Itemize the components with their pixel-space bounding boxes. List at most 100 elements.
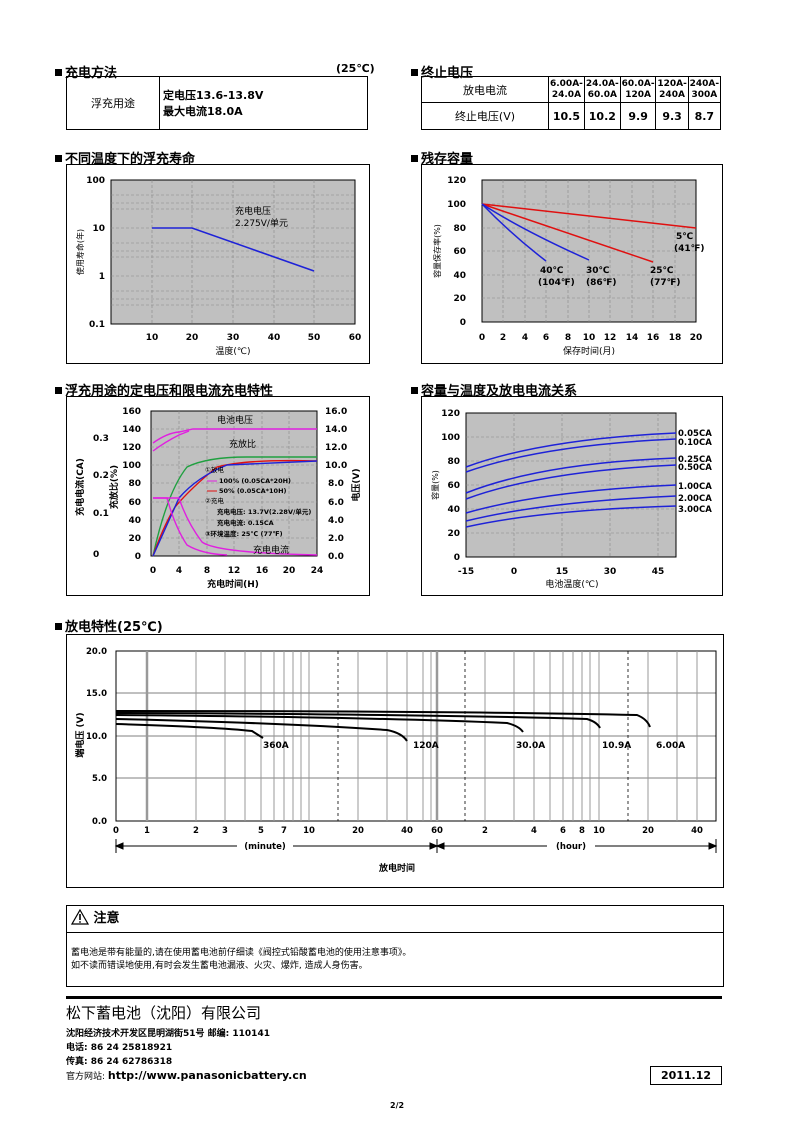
legend-item: ①放电 — [205, 465, 224, 474]
company-address: 沈阳经济技术开发区昆明湖街51号 邮编: 110141 — [66, 1029, 270, 1039]
curve-360a — [115, 723, 264, 739]
hour-tick: 40 — [691, 826, 703, 836]
ratio-curve — [152, 456, 317, 557]
y-label: 使用寿命(年) — [75, 229, 85, 275]
x-tick: 20 — [283, 566, 296, 576]
minute-tick: 3 — [222, 826, 228, 836]
ratio-tick: 120 — [122, 443, 141, 453]
series-label: 3.00CA — [678, 505, 712, 515]
hour-tick: 10 — [593, 826, 605, 836]
x-label: 电池温度(℃) — [545, 578, 598, 590]
curve-label: 25℃ — [650, 266, 674, 276]
minute-tick: 60 — [431, 826, 443, 836]
notice-line: 蓄电池是带有能量的,请在使用蓄电池前仔细读《阀控式铅酸蓄电池的使用注意事项》。 — [71, 948, 412, 958]
curve-label: (77℉) — [650, 278, 681, 288]
retention-frame: 120 100 80 60 40 20 0 0 2 4 6 8 10 12 14… — [421, 164, 723, 364]
discharge-title: 放电特性(25℃) — [55, 616, 163, 635]
minute-tick: 2 — [193, 826, 199, 836]
x-tick: 8 — [565, 333, 571, 343]
discharge-frame: 360A 120A 30.0A 10.9A 6.00A 20.0 15.0 10… — [66, 634, 724, 888]
curve-120a — [115, 718, 408, 742]
x-tick: 10 — [146, 333, 159, 343]
website-link[interactable]: http://www.panasonicbattery.cn — [107, 1069, 307, 1082]
series-3.00ca — [465, 505, 677, 528]
grid — [482, 180, 696, 322]
y-tick: 15.0 — [86, 689, 107, 699]
y-label: 端电压 (V) — [74, 712, 86, 757]
x-tick: 0 — [511, 567, 517, 577]
y-tick: 80 — [447, 457, 460, 467]
label-current: 充电电流 — [253, 544, 289, 556]
curve-label: (41℉) — [674, 244, 705, 254]
curve-label: 30.0A — [516, 741, 545, 751]
ratio-tick: 0 — [135, 552, 141, 562]
x-tick: 6 — [543, 333, 549, 343]
y-tick: 100 — [447, 200, 466, 210]
hour-tick: 4 — [531, 826, 537, 836]
y-tick: 0 — [460, 318, 466, 328]
legend-item: 100% (0.05CA*20H) — [219, 477, 291, 485]
v-grid — [145, 651, 439, 821]
charge-method-table: 浮充用途 定电压13.6-13.8V 最大电流18.0A — [66, 76, 368, 130]
curve-6a — [115, 710, 651, 728]
x-tick: 16 — [647, 333, 660, 343]
x-tick: 18 — [669, 333, 682, 343]
float-life-frame: 充电电压 2.275V/单元 100 10 1 0.1 10 20 30 40 … — [66, 164, 370, 364]
curve-30c — [481, 203, 590, 261]
x-tick: 8 — [204, 566, 210, 576]
x-tick: 12 — [604, 333, 617, 343]
y-tick: 0.1 — [89, 320, 105, 330]
minute-tick: 5 — [258, 826, 264, 836]
minute-tick: 40 — [401, 826, 413, 836]
x-tick: 4 — [176, 566, 182, 576]
y-tick: 5.0 — [92, 774, 107, 784]
notice-line: 如不读而错误地使用,有时会发生蓄电池漏液、火灾、爆炸, 造成人身伤害。 — [71, 961, 368, 971]
y-tick: 60 — [453, 247, 466, 257]
current-range: 240A-300A — [687, 76, 722, 103]
curve-5c — [481, 203, 697, 229]
ratio-tick: 140 — [122, 425, 141, 435]
charge-current: 最大电流18.0A — [163, 105, 243, 118]
ratio-tick: 160 — [122, 407, 141, 417]
x-tick: 12 — [228, 566, 241, 576]
v-tick: 6.0 — [328, 498, 344, 508]
hour-tick: 8 — [579, 826, 585, 836]
float-life-title: 不同温度下的浮充寿命 — [55, 148, 195, 167]
v-label: 电压(V) — [350, 468, 362, 501]
annotation: 充电电压 — [235, 205, 271, 217]
series-label: 2.00CA — [678, 494, 712, 504]
v-tick: 4.0 — [328, 516, 344, 526]
y-tick: 0.0 — [92, 817, 107, 827]
retention-chart: 120 100 80 60 40 20 0 0 2 4 6 8 10 12 14… — [432, 176, 705, 357]
divider — [66, 996, 722, 999]
discharge-chart: 360A 120A 30.0A 10.9A 6.00A 20.0 15.0 10… — [74, 647, 718, 874]
current-curve — [153, 497, 318, 556]
float-life-chart: 充电电压 2.275V/单元 100 10 1 0.1 10 20 30 40 … — [75, 176, 361, 357]
end-voltage-value: 9.3 — [655, 102, 689, 130]
legend-item: 50% (0.05CA*10H) — [219, 487, 287, 495]
series-0.10ca — [465, 438, 677, 473]
ratio-tick: 80 — [128, 479, 141, 489]
legend-item: ③环境温度: 25℃ (77℉) — [205, 529, 283, 538]
x-label: 充电时间(H) — [207, 578, 259, 590]
curve-label: 30℃ — [586, 266, 610, 276]
charge-method-temp: (25℃) — [336, 62, 375, 75]
x-label: 温度(℃) — [215, 345, 250, 357]
charge-char-chart: 电池电压 充放比 充电电流 ①放电 100% (0.05CA*20H) 50% … — [74, 407, 362, 590]
ratio-tick: 60 — [128, 498, 141, 508]
cap-temp-chart: 0.05CA 0.10CA 0.25CA 0.50CA 1.00CA 2.00C… — [430, 409, 712, 590]
x-label: 放电时间 — [378, 862, 415, 874]
end-voltage-value: 10.2 — [583, 102, 621, 130]
y-tick: 0 — [454, 553, 460, 563]
ratio-tick: 20 — [128, 534, 141, 544]
ca-tick: 0 — [93, 550, 99, 560]
curve-25c — [481, 203, 654, 263]
notice-box: 注意 蓄电池是带有能量的,请在使用蓄电池前仔细读《阀控式铅酸蓄电池的使用注意事项… — [66, 905, 724, 987]
h-grid — [116, 692, 716, 779]
notice-header: 注意 — [67, 906, 723, 933]
y-tick: 20 — [453, 294, 466, 304]
current-range: 24.0A-60.0A — [583, 76, 621, 103]
v-tick: 0.0 — [328, 552, 344, 562]
minute-tick: 10 — [303, 826, 315, 836]
x-tick: 30 — [227, 333, 240, 343]
